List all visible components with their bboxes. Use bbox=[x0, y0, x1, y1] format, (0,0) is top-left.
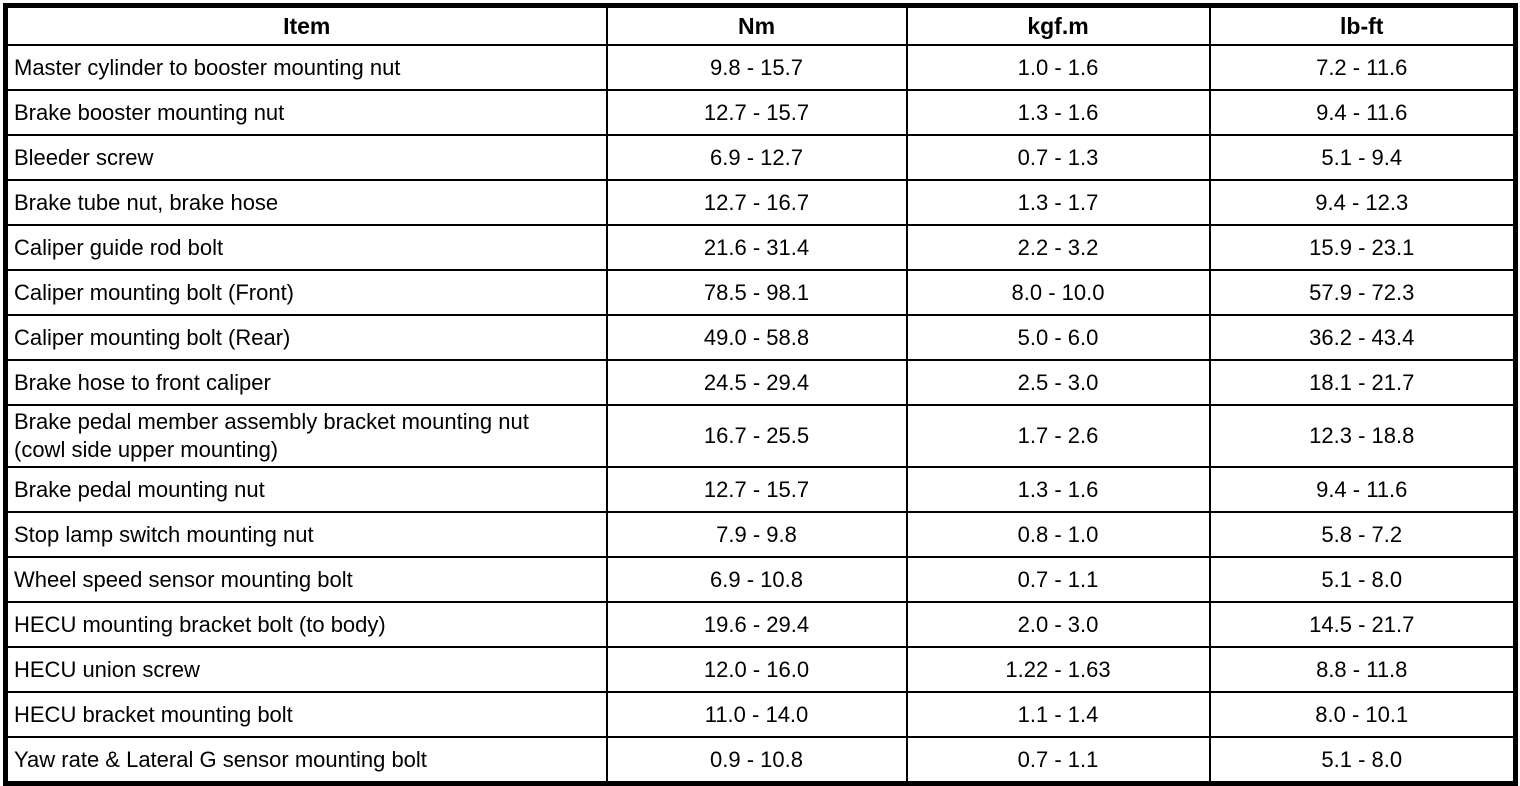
column-header-item: Item bbox=[4, 4, 608, 46]
lbft-cell: 12.3 - 18.8 bbox=[1208, 404, 1517, 468]
table-row: HECU bracket mounting bolt 11.0 - 14.0 1… bbox=[4, 691, 1517, 738]
kgfm-cell: 5.0 - 6.0 bbox=[905, 314, 1211, 361]
kgfm-cell: 0.7 - 1.3 bbox=[905, 134, 1211, 181]
lbft-cell: 9.4 - 11.6 bbox=[1208, 89, 1517, 136]
item-cell: Brake hose to front caliper bbox=[4, 359, 608, 406]
nm-cell: 12.7 - 15.7 bbox=[605, 466, 908, 513]
table-row: HECU union screw 12.0 - 16.0 1.22 - 1.63… bbox=[4, 646, 1517, 693]
item-cell: Brake pedal member assembly bracket moun… bbox=[4, 404, 608, 468]
table-row: Brake hose to front caliper 24.5 - 29.4 … bbox=[4, 359, 1517, 406]
item-cell: HECU mounting bracket bolt (to body) bbox=[4, 601, 608, 648]
kgfm-cell: 2.0 - 3.0 bbox=[905, 601, 1211, 648]
nm-cell: 6.9 - 10.8 bbox=[605, 556, 908, 603]
nm-cell: 19.6 - 29.4 bbox=[605, 601, 908, 648]
item-cell: Wheel speed sensor mounting bolt bbox=[4, 556, 608, 603]
item-cell: Brake pedal mounting nut bbox=[4, 466, 608, 513]
lbft-cell: 8.8 - 11.8 bbox=[1208, 646, 1517, 693]
table-row: Brake tube nut, brake hose 12.7 - 16.7 1… bbox=[4, 179, 1517, 226]
lbft-cell: 5.1 - 9.4 bbox=[1208, 134, 1517, 181]
kgfm-cell: 0.7 - 1.1 bbox=[905, 556, 1211, 603]
lbft-cell: 8.0 - 10.1 bbox=[1208, 691, 1517, 738]
item-cell: Caliper guide rod bolt bbox=[4, 224, 608, 271]
table-row: Brake pedal member assembly bracket moun… bbox=[4, 404, 1517, 468]
nm-cell: 9.8 - 15.7 bbox=[605, 44, 908, 91]
nm-cell: 0.9 - 10.8 bbox=[605, 736, 908, 785]
nm-cell: 12.7 - 16.7 bbox=[605, 179, 908, 226]
header-row: Item Nm kgf.m lb-ft bbox=[4, 4, 1517, 46]
column-header-lbft: lb-ft bbox=[1208, 4, 1517, 46]
kgfm-cell: 0.8 - 1.0 bbox=[905, 511, 1211, 558]
table-row: Stop lamp switch mounting nut 7.9 - 9.8 … bbox=[4, 511, 1517, 558]
kgfm-cell: 0.7 - 1.1 bbox=[905, 736, 1211, 785]
table-row: Brake booster mounting nut 12.7 - 15.7 1… bbox=[4, 89, 1517, 136]
item-cell: Caliper mounting bolt (Front) bbox=[4, 269, 608, 316]
kgfm-cell: 1.1 - 1.4 bbox=[905, 691, 1211, 738]
item-cell: Brake booster mounting nut bbox=[4, 89, 608, 136]
kgfm-cell: 2.5 - 3.0 bbox=[905, 359, 1211, 406]
item-cell: Master cylinder to booster mounting nut bbox=[4, 44, 608, 91]
nm-cell: 78.5 - 98.1 bbox=[605, 269, 908, 316]
nm-cell: 12.0 - 16.0 bbox=[605, 646, 908, 693]
nm-cell: 11.0 - 14.0 bbox=[605, 691, 908, 738]
table-row: Caliper mounting bolt (Front) 78.5 - 98.… bbox=[4, 269, 1517, 316]
table-row: HECU mounting bracket bolt (to body) 19.… bbox=[4, 601, 1517, 648]
nm-cell: 6.9 - 12.7 bbox=[605, 134, 908, 181]
table-row: Bleeder screw 6.9 - 12.7 0.7 - 1.3 5.1 -… bbox=[4, 134, 1517, 181]
nm-cell: 16.7 - 25.5 bbox=[605, 404, 908, 468]
lbft-cell: 7.2 - 11.6 bbox=[1208, 44, 1517, 91]
lbft-cell: 9.4 - 12.3 bbox=[1208, 179, 1517, 226]
lbft-cell: 15.9 - 23.1 bbox=[1208, 224, 1517, 271]
lbft-cell: 5.8 - 7.2 bbox=[1208, 511, 1517, 558]
kgfm-cell: 1.3 - 1.6 bbox=[905, 466, 1211, 513]
item-cell: HECU bracket mounting bolt bbox=[4, 691, 608, 738]
table-row: Caliper guide rod bolt 21.6 - 31.4 2.2 -… bbox=[4, 224, 1517, 271]
nm-cell: 49.0 - 58.8 bbox=[605, 314, 908, 361]
table-row: Yaw rate & Lateral G sensor mounting bol… bbox=[4, 736, 1517, 785]
item-cell: Bleeder screw bbox=[4, 134, 608, 181]
table-row: Caliper mounting bolt (Rear) 49.0 - 58.8… bbox=[4, 314, 1517, 361]
lbft-cell: 5.1 - 8.0 bbox=[1208, 736, 1517, 785]
kgfm-cell: 2.2 - 3.2 bbox=[905, 224, 1211, 271]
lbft-cell: 18.1 - 21.7 bbox=[1208, 359, 1517, 406]
item-cell: Caliper mounting bolt (Rear) bbox=[4, 314, 608, 361]
kgfm-cell: 1.22 - 1.63 bbox=[905, 646, 1211, 693]
column-header-nm: Nm bbox=[605, 4, 908, 46]
item-cell: Stop lamp switch mounting nut bbox=[4, 511, 608, 558]
item-cell: Yaw rate & Lateral G sensor mounting bol… bbox=[4, 736, 608, 785]
lbft-cell: 57.9 - 72.3 bbox=[1208, 269, 1517, 316]
lbft-cell: 36.2 - 43.4 bbox=[1208, 314, 1517, 361]
kgfm-cell: 1.3 - 1.7 bbox=[905, 179, 1211, 226]
table-row: Master cylinder to booster mounting nut … bbox=[4, 44, 1517, 91]
kgfm-cell: 1.7 - 2.6 bbox=[905, 404, 1211, 468]
table-row: Brake pedal mounting nut 12.7 - 15.7 1.3… bbox=[4, 466, 1517, 513]
nm-cell: 12.7 - 15.7 bbox=[605, 89, 908, 136]
kgfm-cell: 8.0 - 10.0 bbox=[905, 269, 1211, 316]
item-cell: Brake tube nut, brake hose bbox=[4, 179, 608, 226]
nm-cell: 21.6 - 31.4 bbox=[605, 224, 908, 271]
table-row: Wheel speed sensor mounting bolt 6.9 - 1… bbox=[4, 556, 1517, 603]
column-header-kgfm: kgf.m bbox=[905, 4, 1211, 46]
torque-spec-table: Item Nm kgf.m lb-ft Master cylinder to b… bbox=[3, 3, 1518, 786]
lbft-cell: 5.1 - 8.0 bbox=[1208, 556, 1517, 603]
item-cell: HECU union screw bbox=[4, 646, 608, 693]
nm-cell: 7.9 - 9.8 bbox=[605, 511, 908, 558]
kgfm-cell: 1.3 - 1.6 bbox=[905, 89, 1211, 136]
nm-cell: 24.5 - 29.4 bbox=[605, 359, 908, 406]
kgfm-cell: 1.0 - 1.6 bbox=[905, 44, 1211, 91]
lbft-cell: 9.4 - 11.6 bbox=[1208, 466, 1517, 513]
lbft-cell: 14.5 - 21.7 bbox=[1208, 601, 1517, 648]
